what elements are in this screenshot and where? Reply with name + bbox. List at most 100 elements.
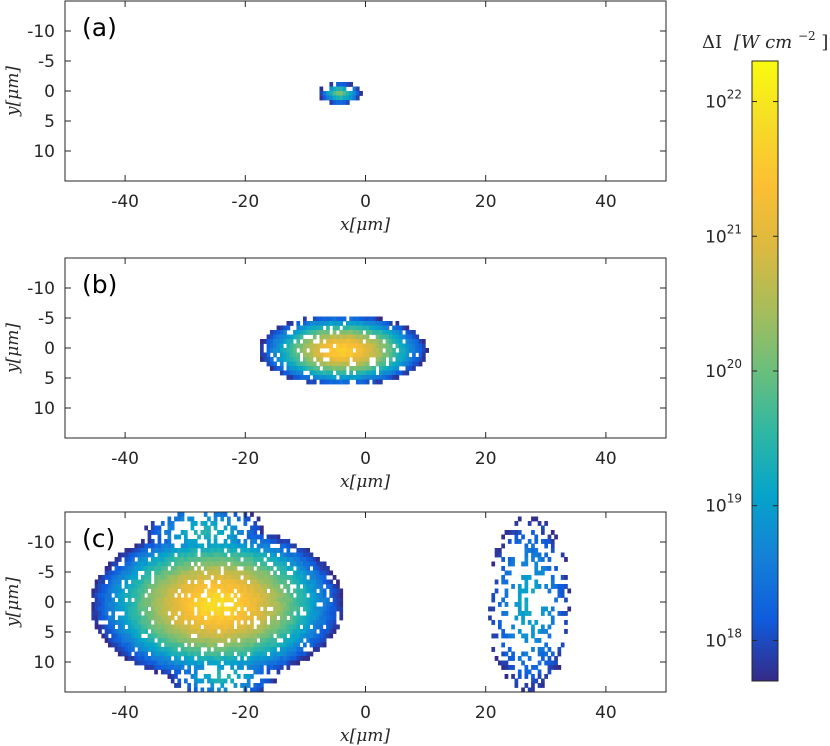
- heatmap-cell: [177, 678, 182, 684]
- heatmap-cell: [111, 615, 116, 621]
- heatmap-cell: [557, 584, 562, 589]
- heatmap-cell: [418, 343, 423, 349]
- heatmap-cell: [537, 521, 542, 526]
- heatmap-cell: [134, 624, 139, 630]
- heatmap-cell: [299, 366, 304, 371]
- heatmap-cell: [236, 552, 241, 558]
- heatmap-cell: [326, 366, 330, 371]
- heatmap-cell: [213, 602, 218, 607]
- heatmap-cell: [141, 552, 145, 558]
- heatmap-cell: [319, 325, 324, 331]
- heatmap-cell: [233, 561, 238, 567]
- heatmap-cell: [531, 665, 535, 670]
- heatmap-cell: [316, 615, 320, 621]
- heatmap-cell: [250, 548, 254, 553]
- heatmap-cell: [160, 660, 165, 666]
- heatmap-cell: [144, 525, 149, 531]
- heatmap-cell: [223, 656, 228, 661]
- heatmap-cell: [286, 375, 291, 380]
- heatmap-cell: [511, 633, 515, 639]
- heatmap-cell: [190, 588, 195, 594]
- heatmap-cell: [329, 611, 334, 616]
- heatmap-cell: [177, 683, 182, 688]
- heatmap-cell: [187, 557, 192, 562]
- heatmap-cell: [108, 570, 112, 576]
- heatmap-cell: [210, 687, 215, 693]
- heatmap-cell: [316, 575, 320, 580]
- x-axis-label-c: x[μm]: [340, 726, 390, 746]
- heatmap-cell: [266, 334, 271, 340]
- heatmap-cell: [541, 678, 545, 684]
- heatmap-cell: [193, 593, 198, 598]
- heatmap-cell: [223, 584, 228, 589]
- heatmap-cell: [355, 379, 360, 385]
- heatmap-cell: [164, 615, 168, 621]
- heatmap-cell: [217, 557, 221, 562]
- heatmap-cell: [332, 95, 337, 101]
- heatmap-cell: [193, 638, 198, 643]
- heatmap-cell: [260, 642, 264, 648]
- heatmap-cell: [193, 561, 198, 567]
- heatmap-cell: [273, 548, 277, 553]
- heatmap-cell: [180, 633, 185, 639]
- heatmap-cell: [217, 620, 221, 625]
- heatmap-cell: [137, 629, 142, 634]
- heatmap-cell: [263, 678, 268, 684]
- heatmap-cell: [207, 674, 211, 679]
- heatmap-cell: [299, 375, 304, 380]
- heatmap-cell: [117, 602, 122, 607]
- heatmap-cell: [246, 624, 251, 630]
- heatmap-cell: [256, 656, 261, 661]
- heatmap-cell: [144, 597, 149, 603]
- heatmap-cell: [197, 660, 201, 666]
- heatmap-cell: [266, 647, 271, 652]
- heatmap-cell: [560, 588, 565, 594]
- heatmap-cell: [134, 620, 139, 625]
- heatmap-cell: [150, 530, 155, 535]
- heatmap-cell: [94, 579, 99, 585]
- heatmap-cell: [127, 651, 132, 657]
- heatmap-cell: [550, 575, 555, 580]
- heatmap-cell: [286, 548, 291, 553]
- heatmap-cell: [541, 624, 545, 630]
- heatmap-cell: [531, 683, 535, 688]
- heatmap-cell: [260, 561, 264, 567]
- heatmap-cell: [98, 597, 102, 603]
- heatmap-cell: [164, 557, 168, 562]
- heatmap-cell: [309, 611, 314, 616]
- heatmap-cell: [269, 548, 274, 553]
- heatmap-cell: [322, 316, 327, 322]
- heatmap-cell: [147, 665, 152, 670]
- heatmap-cell: [316, 557, 320, 562]
- heatmap-cell: [531, 548, 535, 553]
- heatmap-cell: [342, 370, 347, 376]
- heatmap-cell: [339, 611, 344, 616]
- heatmap-cell: [303, 597, 307, 603]
- heatmap-cell: [124, 656, 129, 661]
- heatmap-cell: [504, 674, 509, 679]
- heatmap-cell: [240, 584, 244, 589]
- heatmap-cell: [303, 570, 307, 576]
- heatmap-cell: [157, 548, 162, 553]
- heatmap-cell: [349, 370, 354, 376]
- heatmap-cell: [279, 629, 284, 634]
- heatmap-cell: [240, 683, 244, 688]
- heatmap-cell: [220, 530, 225, 535]
- heatmap-cell: [200, 579, 205, 585]
- heatmap-cell: [309, 321, 314, 326]
- heatmap-cell: [372, 339, 377, 344]
- heatmap-cell: [279, 330, 284, 335]
- heatmap-cell: [174, 597, 178, 603]
- heatmap-cell: [266, 656, 271, 661]
- heatmap-cell: [382, 330, 387, 335]
- heatmap-cell: [266, 660, 271, 666]
- heatmap-cell: [108, 588, 112, 594]
- x-tick-label: 0: [360, 449, 371, 469]
- x-tick-label: -20: [231, 449, 259, 469]
- heatmap-cell: [217, 656, 221, 661]
- heatmap-cell: [269, 597, 274, 603]
- heatmap-cell: [233, 602, 238, 607]
- heatmap-cell: [395, 334, 400, 340]
- heatmap-cell: [352, 375, 357, 380]
